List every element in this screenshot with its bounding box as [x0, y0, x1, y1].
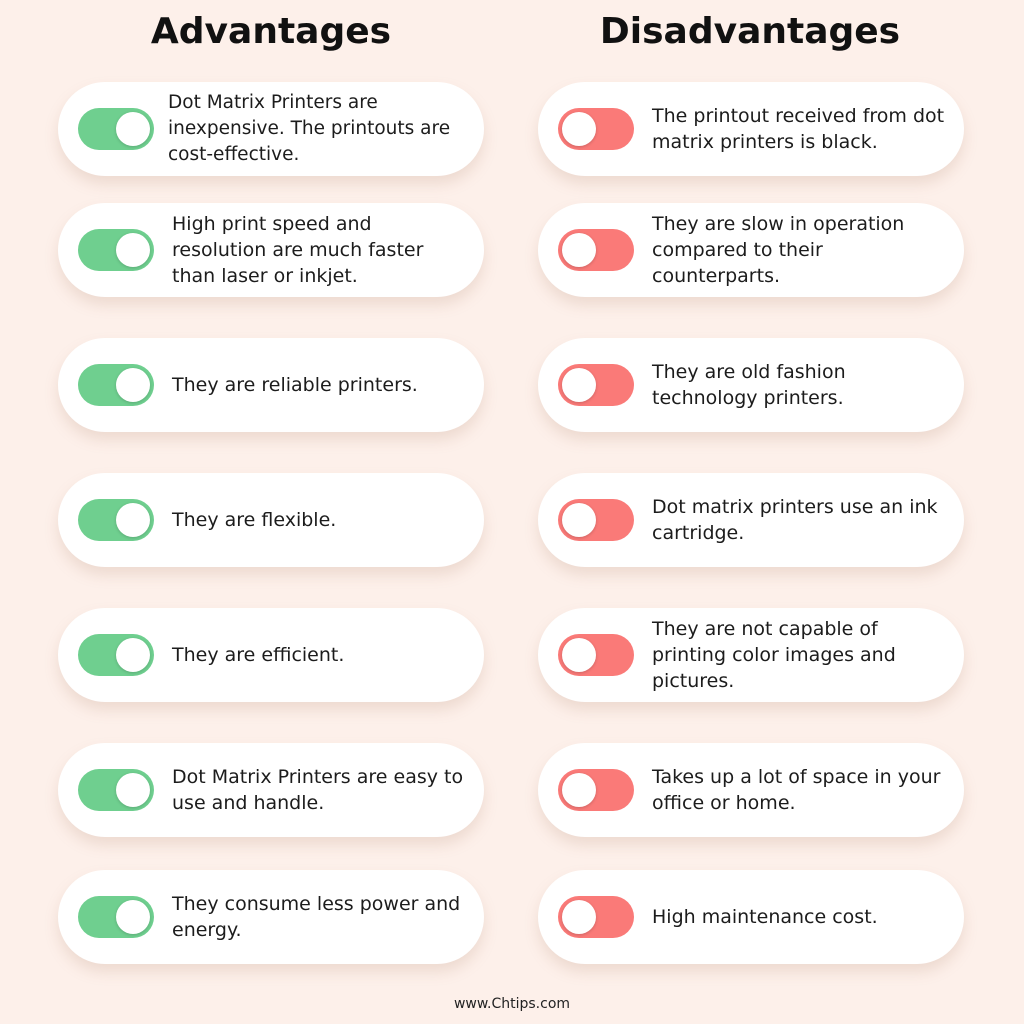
advantage-text: High print speed and resolution are much… — [172, 213, 424, 287]
advantage-text: Dot Matrix Printers are easy to use and … — [172, 766, 464, 814]
toggle-knob — [562, 112, 596, 146]
disadvantage-item: Takes up a lot of space in your office o… — [538, 743, 964, 837]
toggle-knob — [116, 503, 150, 537]
advantage-item: High print speed and resolution are much… — [58, 203, 484, 297]
disadvantage-item: They are not capable of printing color i… — [538, 608, 964, 702]
disadvantage-text: They are old fashion technology printers… — [652, 361, 846, 409]
disadvantage-text: They are not capable of printing color i… — [652, 618, 896, 692]
advantage-item: They are flexible. — [58, 473, 484, 567]
advantage-item: Dot Matrix Printers are easy to use and … — [58, 743, 484, 837]
toggle-knob — [562, 233, 596, 267]
toggle-knob — [116, 900, 150, 934]
toggle-switch-on[interactable] — [78, 364, 154, 406]
disadvantage-text: High maintenance cost. — [652, 906, 878, 928]
disadvantages-heading: Disadvantages — [599, 11, 901, 52]
toggle-switch-on[interactable] — [78, 769, 154, 811]
toggle-switch-on[interactable] — [78, 634, 154, 676]
disadvantage-item: The printout received from dot matrix pr… — [538, 82, 964, 176]
toggle-switch-on[interactable] — [78, 499, 154, 541]
disadvantage-text: Takes up a lot of space in your office o… — [652, 766, 941, 814]
disadvantage-item: They are slow in operation compared to t… — [538, 203, 964, 297]
advantage-text: They are efficient. — [172, 644, 345, 666]
toggle-knob — [116, 233, 150, 267]
disadvantage-item: High maintenance cost. — [538, 870, 964, 964]
toggle-switch-off[interactable] — [558, 229, 634, 271]
advantage-item: They are efficient. — [58, 608, 484, 702]
advantage-item: They consume less power and energy. — [58, 870, 484, 964]
disadvantage-item: They are old fashion technology printers… — [538, 338, 964, 432]
toggle-knob — [562, 368, 596, 402]
advantage-text: Dot Matrix Printers are inexpensive. The… — [168, 92, 451, 165]
disadvantage-text: Dot matrix printers use an ink cartridge… — [652, 496, 938, 544]
disadvantage-text: The printout received from dot matrix pr… — [652, 105, 945, 153]
toggle-switch-on[interactable] — [78, 108, 154, 150]
advantage-text: They are flexible. — [172, 509, 337, 531]
toggle-switch-off[interactable] — [558, 499, 634, 541]
toggle-knob — [116, 638, 150, 672]
toggle-switch-off[interactable] — [558, 896, 634, 938]
advantages-heading: Advantages — [150, 11, 392, 52]
website-footer: www.Chtips.com — [453, 996, 571, 1012]
disadvantage-item: Dot matrix printers use an ink cartridge… — [538, 473, 964, 567]
toggle-knob — [562, 638, 596, 672]
advantage-text: They are reliable printers. — [172, 374, 418, 396]
advantage-item: Dot Matrix Printers are inexpensive. The… — [58, 82, 484, 176]
advantage-text: They consume less power and energy. — [172, 893, 461, 941]
toggle-knob — [562, 773, 596, 807]
toggle-knob — [116, 112, 150, 146]
advantage-item: They are reliable printers. — [58, 338, 484, 432]
toggle-knob — [116, 368, 150, 402]
toggle-switch-on[interactable] — [78, 896, 154, 938]
disadvantage-text: They are slow in operation compared to t… — [652, 213, 905, 287]
toggle-switch-off[interactable] — [558, 769, 634, 811]
toggle-knob — [562, 900, 596, 934]
toggle-switch-off[interactable] — [558, 364, 634, 406]
toggle-switch-on[interactable] — [78, 229, 154, 271]
toggle-knob — [116, 773, 150, 807]
toggle-knob — [562, 503, 596, 537]
toggle-switch-off[interactable] — [558, 634, 634, 676]
toggle-switch-off[interactable] — [558, 108, 634, 150]
